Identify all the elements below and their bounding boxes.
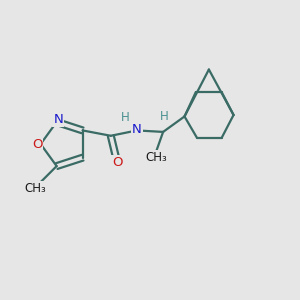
Text: O: O [32,138,42,151]
Text: CH₃: CH₃ [24,182,46,195]
Text: H: H [121,111,130,124]
Text: N: N [132,123,142,136]
Text: H: H [160,110,169,123]
Text: N: N [53,113,63,126]
Text: O: O [112,156,123,169]
Text: CH₃: CH₃ [145,151,167,164]
